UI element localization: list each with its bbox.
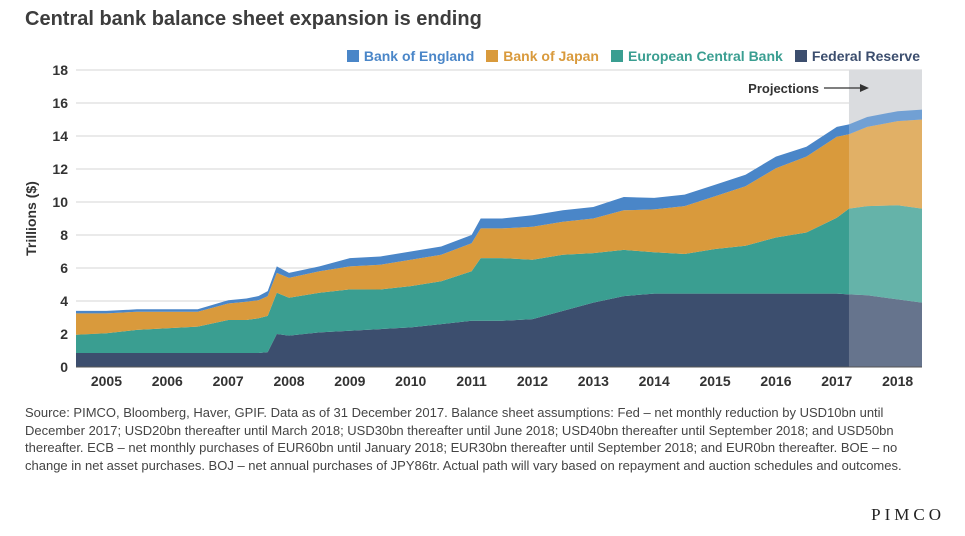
projection-overlay	[848, 70, 922, 367]
legend-label-ecb: European Central Bank	[627, 48, 783, 64]
y-tick-label: 14	[52, 128, 68, 144]
legend-swatch-fed	[794, 50, 807, 62]
x-tick-label: 2012	[517, 373, 548, 389]
x-tick-label: 2008	[273, 373, 304, 389]
y-tick-label: 18	[52, 62, 68, 78]
x-tick-label: 2016	[760, 373, 791, 389]
x-tick-label: 2006	[152, 373, 183, 389]
x-tick-label: 2007	[213, 373, 244, 389]
legend-item-ecb: European Central Bank	[610, 48, 783, 64]
legend-item-boe: Bank of England	[346, 48, 475, 64]
legend-label-boj: Bank of Japan	[503, 48, 599, 64]
x-tick-label: 2011	[456, 373, 487, 389]
chart-area: 0 2 4 6 8 10 12 14 16 18 2005 2006 2007 2008 2009 2010 2…	[23, 62, 922, 389]
x-tick-label: 2013	[578, 373, 609, 389]
y-tick-label: 2	[60, 326, 68, 342]
x-tick-label: 2018	[882, 373, 913, 389]
y-tick-label: 8	[60, 227, 68, 243]
y-tick-label: 0	[60, 359, 68, 375]
x-tick-label: 2014	[639, 373, 670, 389]
legend-swatch-boj	[486, 50, 499, 62]
x-tick-label: 2005	[91, 373, 122, 389]
legend-label-fed: Federal Reserve	[811, 48, 920, 64]
x-tick-label: 2015	[699, 373, 730, 389]
x-tick-label: 2017	[821, 373, 852, 389]
legend: Bank of England Bank of Japan European C…	[346, 48, 920, 64]
area-ecb	[76, 205, 922, 353]
chart-title: Central bank balance sheet expansion is …	[25, 8, 482, 30]
area-boj	[76, 119, 922, 335]
x-tick-label: 2010	[395, 373, 426, 389]
y-tick-label: 12	[52, 161, 68, 177]
x-tick-label: 2009	[334, 373, 365, 389]
projection-arrow-head	[859, 84, 869, 92]
y-tick-label: 6	[60, 260, 68, 276]
y-tick-label: 10	[52, 194, 68, 210]
y-axis-label: Trillions ($)	[23, 181, 39, 256]
source-note: Source: PIMCO, Bloomberg, Haver, GPIF. D…	[25, 405, 902, 473]
pimco-logo: PIMCO	[871, 505, 945, 524]
legend-item-fed: Federal Reserve	[794, 48, 920, 64]
y-tick-label: 16	[52, 95, 68, 111]
area-fed	[76, 293, 922, 367]
projection-label: Projections	[748, 81, 819, 96]
legend-label-boe: Bank of England	[363, 48, 475, 64]
legend-swatch-boe	[346, 50, 359, 62]
y-tick-label: 4	[60, 293, 68, 309]
legend-swatch-ecb	[610, 50, 623, 62]
legend-item-boj: Bank of Japan	[486, 48, 599, 64]
area-boe	[76, 109, 922, 314]
